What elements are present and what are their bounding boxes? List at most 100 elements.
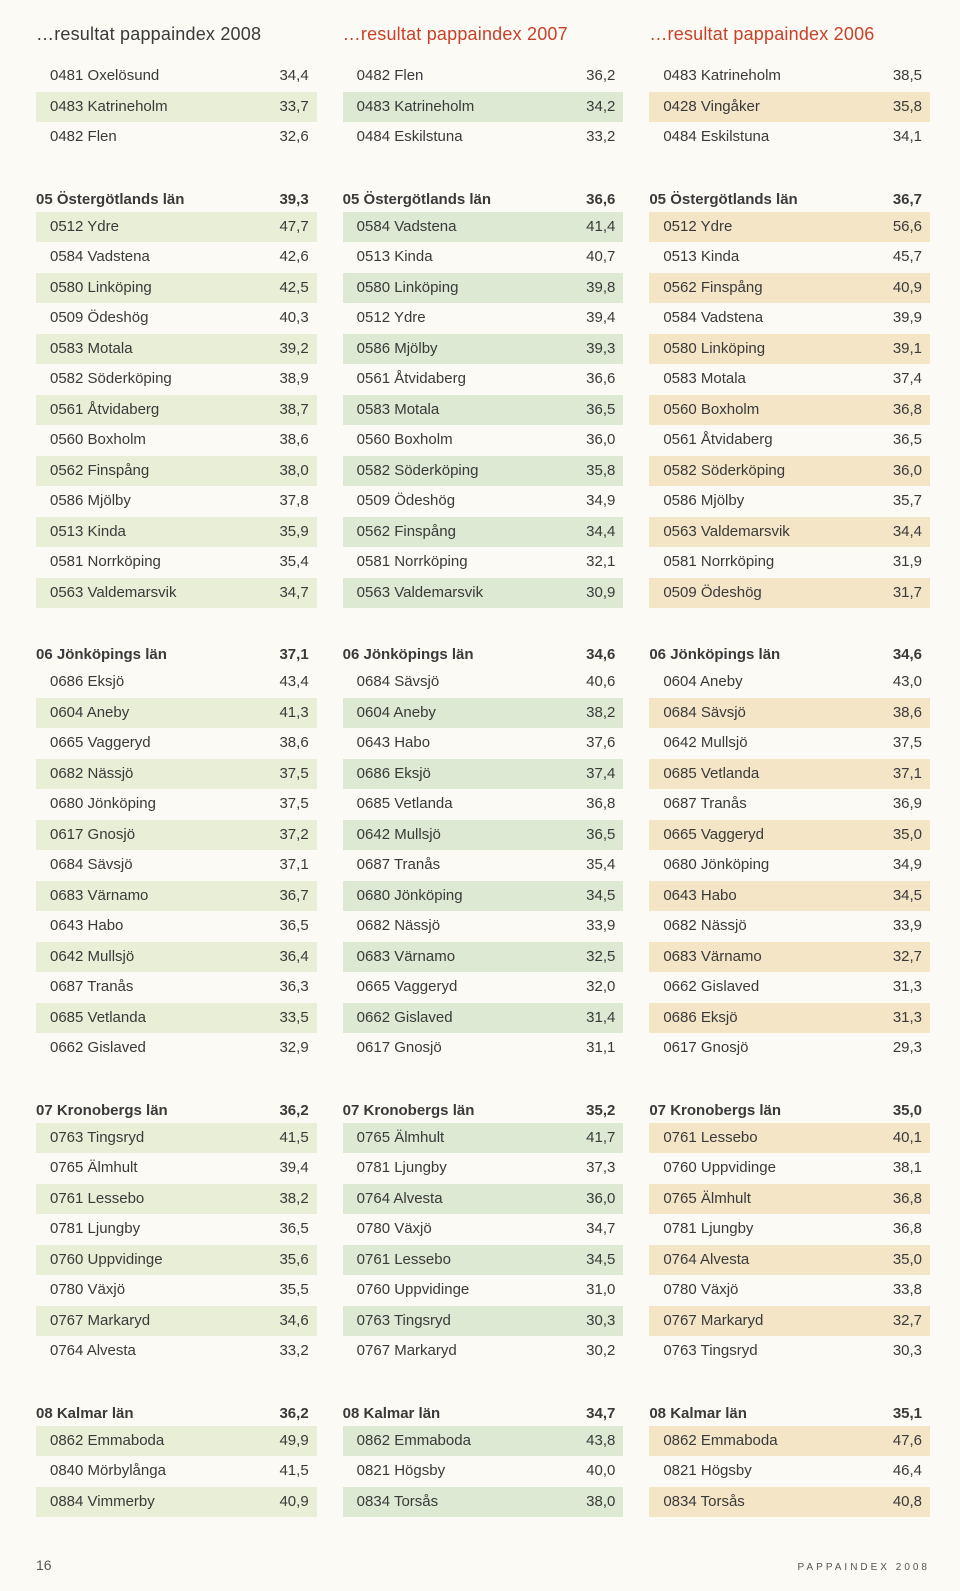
table-row: 0765 Älmhult36,8 bbox=[649, 1184, 930, 1215]
gap-row bbox=[343, 1064, 624, 1086]
section-label: 08 Kalmar län bbox=[343, 1405, 441, 1422]
page: …resultat pappaindex 20080481 Oxelösund3… bbox=[0, 0, 960, 1591]
row-label: 0643 Habo bbox=[357, 732, 430, 755]
table-row: 0562 Finspång 40,9 bbox=[649, 273, 930, 304]
row-value: 35,7 bbox=[893, 490, 922, 513]
table-row: 0561 Åtvidaberg36,5 bbox=[649, 425, 930, 456]
row-label: 0862 Emmaboda bbox=[663, 1430, 777, 1453]
table-row: 0665 Vaggeryd 38,6 bbox=[36, 728, 317, 759]
row-label: 0682 Nässjö bbox=[50, 763, 133, 786]
row-value: 41,7 bbox=[586, 1127, 615, 1150]
row-label: 0781 Ljungby bbox=[357, 1157, 447, 1180]
row-label: 0562 Finspång bbox=[663, 277, 762, 300]
gap-row bbox=[36, 1367, 317, 1389]
row-label: 0509 Ödeshög bbox=[357, 490, 455, 513]
table-row: 0780 Växjö33,8 bbox=[649, 1275, 930, 1306]
table-row: 0582 Söderköping38,9 bbox=[36, 364, 317, 395]
row-value: 36,8 bbox=[893, 1218, 922, 1241]
section-header: 07 Kronobergs län35,2 bbox=[343, 1098, 624, 1123]
table-row: 0764 Alvesta36,0 bbox=[343, 1184, 624, 1215]
row-value: 40,9 bbox=[893, 277, 922, 300]
row-value: 31,3 bbox=[893, 976, 922, 999]
row-label: 0687 Tranås bbox=[50, 976, 133, 999]
row-label: 0665 Vaggeryd bbox=[50, 732, 151, 755]
footer-caption: pappaindex 2008 bbox=[798, 1562, 930, 1573]
row-label: 0761 Lessebo bbox=[663, 1127, 757, 1150]
row-value: 37,5 bbox=[893, 732, 922, 755]
table-row: 0763 Tingsryd 41,5 bbox=[36, 1123, 317, 1154]
table-row: 0764 Alvesta33,2 bbox=[36, 1336, 317, 1367]
row-value: 36,8 bbox=[893, 1188, 922, 1211]
table-row: 0584 Vadstena41,4 bbox=[343, 212, 624, 243]
section-label: 06 Jönköpings län bbox=[36, 646, 167, 663]
row-value: 39,4 bbox=[279, 1157, 308, 1180]
section-header: 08 Kalmar län36,2 bbox=[36, 1401, 317, 1426]
table-row: 0683 Värnamo36,7 bbox=[36, 881, 317, 912]
row-value: 40,9 bbox=[279, 1491, 308, 1514]
table-row: 0821 Högsby46,4 bbox=[649, 1456, 930, 1487]
row-label: 0683 Värnamo bbox=[50, 885, 148, 908]
row-label: 0760 Uppvidinge bbox=[50, 1249, 163, 1272]
table-row: 0686 Eksjö37,4 bbox=[343, 759, 624, 790]
table-row: 0680 Jönköping34,5 bbox=[343, 881, 624, 912]
table-row: 0513 Kinda45,7 bbox=[649, 242, 930, 273]
section-label: 08 Kalmar län bbox=[649, 1405, 747, 1422]
row-value: 33,9 bbox=[893, 915, 922, 938]
row-value: 32,6 bbox=[279, 126, 308, 149]
column: …resultat pappaindex 20060483 Katrinehol… bbox=[649, 24, 930, 1517]
row-value: 33,2 bbox=[279, 1340, 308, 1363]
row-value: 38,2 bbox=[586, 702, 615, 725]
page-number: 16 bbox=[36, 1557, 52, 1573]
table-row: 0482 Flen36,2 bbox=[343, 61, 624, 92]
table-row: 0760 Uppvidinge 35,6 bbox=[36, 1245, 317, 1276]
row-label: 0684 Sävsjö bbox=[50, 854, 133, 877]
row-value: 37,2 bbox=[279, 824, 308, 847]
row-value: 40,1 bbox=[893, 1127, 922, 1150]
table-row: 0767 Markaryd34,6 bbox=[36, 1306, 317, 1337]
table-row: 0583 Motala36,5 bbox=[343, 395, 624, 426]
row-label: 0685 Vetlanda bbox=[663, 763, 759, 786]
row-value: 30,2 bbox=[586, 1340, 615, 1363]
row-value: 37,3 bbox=[586, 1157, 615, 1180]
row-label: 0560 Boxholm bbox=[50, 429, 146, 452]
table-row: 0862 Emmaboda49,9 bbox=[36, 1426, 317, 1457]
row-label: 0780 Växjö bbox=[50, 1279, 125, 1302]
row-value: 38,6 bbox=[279, 732, 308, 755]
row-value: 38,1 bbox=[893, 1157, 922, 1180]
table-row: 0642 Mullsjö37,5 bbox=[649, 728, 930, 759]
row-value: 30,9 bbox=[586, 582, 615, 605]
row-value: 38,9 bbox=[279, 368, 308, 391]
section-header: 06 Jönköpings län34,6 bbox=[649, 642, 930, 667]
row-label: 0763 Tingsryd bbox=[50, 1127, 144, 1150]
row-value: 41,3 bbox=[279, 702, 308, 725]
table-row: 0483 Katrineholm33,7 bbox=[36, 92, 317, 123]
table-row: 0562 Finspång34,4 bbox=[343, 517, 624, 548]
row-label: 0662 Gislaved bbox=[50, 1037, 146, 1060]
row-value: 43,4 bbox=[279, 671, 308, 694]
row-value: 36,4 bbox=[279, 946, 308, 969]
row-label: 0512 Ydre bbox=[50, 216, 119, 239]
row-value: 37,4 bbox=[586, 763, 615, 786]
row-value: 36,8 bbox=[586, 793, 615, 816]
table-row: 0580 Linköping39,1 bbox=[649, 334, 930, 365]
row-value: 42,5 bbox=[279, 277, 308, 300]
gap-row bbox=[343, 153, 624, 175]
column-title: …resultat pappaindex 2007 bbox=[343, 24, 624, 45]
row-label: 0583 Motala bbox=[663, 368, 746, 391]
row-value: 41,5 bbox=[279, 1127, 308, 1150]
row-label: 0840 Mörbylånga bbox=[50, 1460, 166, 1483]
section-header: 05 Östergötlands län36,7 bbox=[649, 187, 930, 212]
row-label: 0581 Norrköping bbox=[663, 551, 774, 574]
row-label: 0562 Finspång bbox=[50, 460, 149, 483]
row-value: 40,8 bbox=[893, 1491, 922, 1514]
row-value: 35,6 bbox=[279, 1249, 308, 1272]
row-value: 37,4 bbox=[893, 368, 922, 391]
row-value: 38,0 bbox=[279, 460, 308, 483]
table-row: 0581 Norrköping35,4 bbox=[36, 547, 317, 578]
row-label: 0685 Vetlanda bbox=[50, 1007, 146, 1030]
table-row: 0512 Ydre47,7 bbox=[36, 212, 317, 243]
table-row: 0763 Tingsryd30,3 bbox=[343, 1306, 624, 1337]
row-label: 0561 Åtvidaberg bbox=[357, 368, 466, 391]
table-row: 0687 Tranås36,3 bbox=[36, 972, 317, 1003]
table-row: 0683 Värnamo32,7 bbox=[649, 942, 930, 973]
